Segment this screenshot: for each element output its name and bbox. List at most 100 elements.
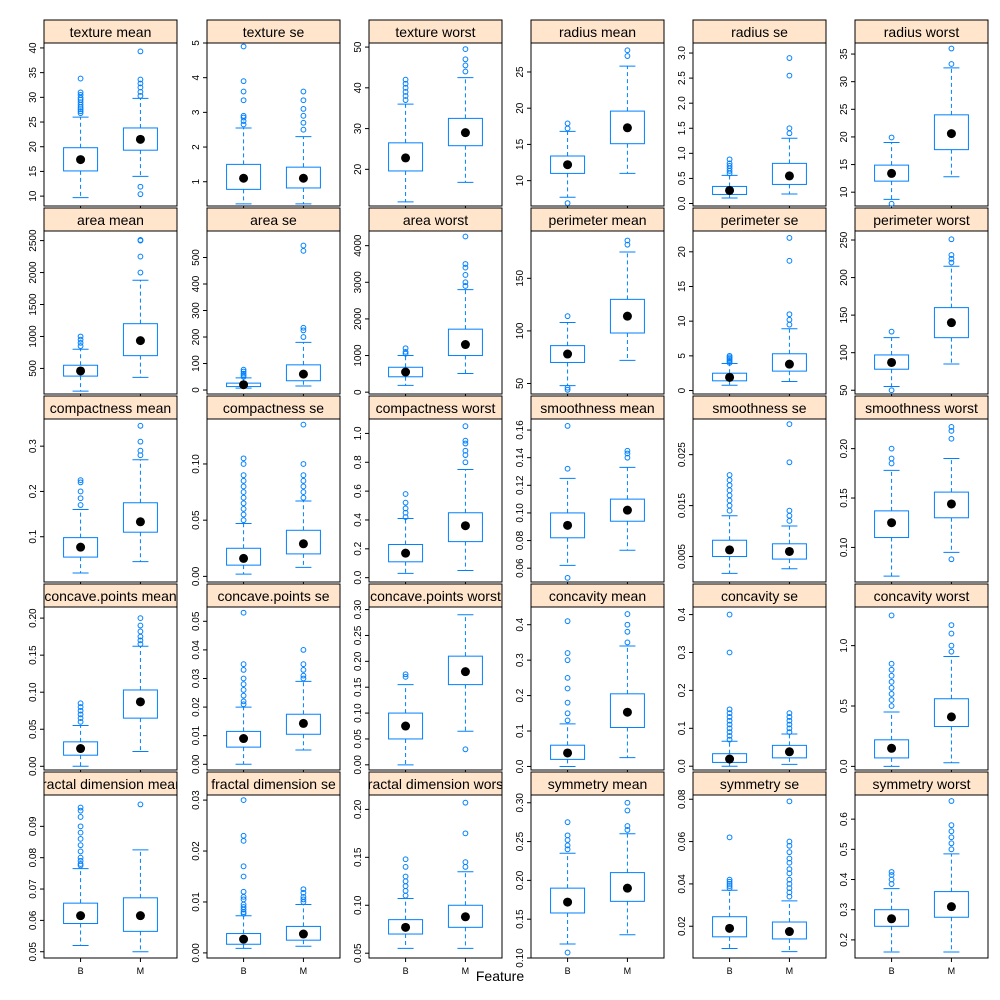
outlier <box>240 114 247 121</box>
y-tick-label: 100 <box>515 322 526 339</box>
outlier <box>888 678 895 685</box>
y-tick-label: 0.25 <box>353 625 364 645</box>
outlier <box>948 648 955 655</box>
iqr-box <box>285 713 321 735</box>
box-M <box>771 710 807 765</box>
iqr-box <box>874 909 910 927</box>
y-tick-label: 0.02 <box>677 916 688 936</box>
plot-frame <box>854 230 989 395</box>
y-tick-label: 0.02 <box>191 841 202 861</box>
outlier <box>77 488 84 495</box>
median-dot <box>887 743 897 753</box>
median-dot <box>239 380 249 390</box>
outlier <box>137 269 144 276</box>
y-tick-label: 0 <box>677 387 688 393</box>
outlier <box>888 703 895 709</box>
outlier <box>786 855 793 862</box>
outlier <box>726 834 733 841</box>
outlier <box>77 333 84 340</box>
outlier <box>300 327 307 334</box>
outlier <box>137 628 144 635</box>
outlier <box>726 729 733 735</box>
iqr-box <box>226 163 262 190</box>
y-tick-label: 0.3 <box>839 902 850 916</box>
outlier <box>240 896 247 903</box>
box-B <box>550 423 586 581</box>
median-dot <box>563 897 573 907</box>
y-tick-label: 0.2 <box>839 933 850 947</box>
y-tick-label: 0.2 <box>677 683 688 697</box>
x-tick-label: M <box>948 966 956 976</box>
outlier <box>888 612 895 619</box>
iqr-box <box>874 164 910 182</box>
y-tick-label: 0.01 <box>191 726 202 746</box>
median-dot <box>563 520 573 530</box>
outlier <box>462 864 469 870</box>
y-tick-label: 3000 <box>353 271 364 294</box>
y-tick-label: 0.14 <box>515 448 526 468</box>
median-dot <box>887 914 897 924</box>
outlier <box>786 859 793 866</box>
y-tick-label: 0.1 <box>515 724 526 738</box>
y-tick-label: 500 <box>191 249 202 266</box>
outlier <box>726 710 733 717</box>
panel-radius-worst: radius worst101520253035BM <box>839 19 989 224</box>
outlier <box>240 667 247 673</box>
outlier <box>402 887 409 894</box>
box-M <box>122 237 158 378</box>
plot-frame <box>854 606 989 771</box>
panel-texture-mean: texture mean10152025303540BM <box>28 19 178 224</box>
y-tick-label: 300 <box>191 302 202 319</box>
outlier <box>137 422 144 429</box>
y-tick-label: 0.0 <box>353 570 364 584</box>
box-B <box>712 352 748 386</box>
y-tick-label: 50 <box>353 41 364 53</box>
plot-frame <box>368 42 503 207</box>
outlier <box>77 339 84 346</box>
box-B <box>388 671 424 766</box>
plot-frame <box>206 230 341 395</box>
median-dot <box>622 311 632 321</box>
outlier <box>786 885 793 892</box>
outlier <box>137 801 144 808</box>
iqr-box <box>933 491 969 519</box>
iqr-box <box>933 698 969 728</box>
outlier <box>726 472 733 478</box>
median-dot <box>622 123 632 133</box>
y-tick-label: 10 <box>677 315 688 327</box>
outlier <box>786 881 793 887</box>
iqr-box <box>609 110 645 145</box>
outlier <box>77 861 84 867</box>
outlier <box>402 856 409 863</box>
panel-fractal-dimension-worst: fractal dimension worst 0.05 0.10 0.15 0.20 B… <box>353 771 503 976</box>
box-M <box>933 45 969 178</box>
y-tick-label: 5 <box>191 40 202 46</box>
outlier <box>948 45 955 52</box>
outlier <box>462 68 469 75</box>
outlier <box>300 105 307 112</box>
outlier <box>462 459 469 466</box>
y-tick-label: 20 <box>28 141 39 153</box>
median-dot <box>239 934 249 944</box>
outlier <box>240 477 247 484</box>
outlier <box>462 423 469 430</box>
y-tick-label: 1.0 <box>839 638 850 652</box>
iqr-box <box>771 744 807 759</box>
outlier <box>888 697 895 703</box>
outlier <box>462 264 469 271</box>
outlier <box>564 846 571 853</box>
iqr-box <box>388 919 424 935</box>
outlier <box>462 56 469 63</box>
panel-title: area se <box>250 212 297 228</box>
iqr-box <box>447 904 483 928</box>
y-tick-label: 0.8 <box>353 455 364 469</box>
y-tick-label: 30 <box>839 76 850 88</box>
box-M <box>285 886 321 947</box>
outlier <box>300 667 307 673</box>
y-tick-label: 0.05 <box>353 729 364 749</box>
box-B <box>712 834 748 949</box>
y-tick-label: 25 <box>839 103 850 115</box>
outlier <box>564 465 571 472</box>
